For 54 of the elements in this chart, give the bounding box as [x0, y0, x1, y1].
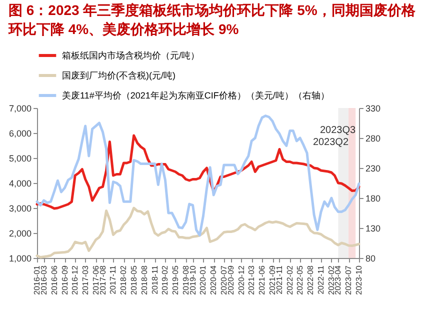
y2-tick-label: 80	[366, 254, 376, 264]
x-tick-label: 2020-12	[236, 264, 246, 295]
x-tick-label: 2017-11	[108, 264, 118, 294]
x-tick-label: 2022-08	[306, 264, 316, 295]
x-tick-label: 2021-09	[268, 264, 278, 295]
y-tick-label: 7,000	[8, 104, 32, 114]
chart-title: 图 6：2023 年三季度箱板纸市场均价环比下降 5%，同期国废价格环比下降 4%、美废价格环比增长 9%	[7, 2, 416, 37]
y-tick-label: 2,000	[8, 228, 32, 238]
y2-tick-label: 280	[366, 134, 381, 144]
legend-label: 美废11#平均价（2021年起为东南亚CIF价格）（美元/吨）（右轴）	[62, 90, 330, 100]
x-tick-label: 2022-02	[285, 264, 294, 295]
x-tick-label: 2020-09	[226, 264, 236, 295]
y2-tick-label: 130	[366, 224, 381, 234]
x-tick-label: 2019-10	[188, 264, 198, 295]
band-label: 2023Q2	[312, 137, 349, 148]
line-series	[36, 114, 360, 236]
y2-tick-label: 330	[366, 104, 381, 114]
x-tick-label: 2019-08	[181, 264, 190, 295]
y-tick-label: 6,000	[8, 128, 32, 138]
y-tick-label: 1,000	[8, 254, 32, 264]
legend-label: 国废到厂均价(不含税)(元/吨)	[62, 70, 176, 80]
x-tick-label: 2018-02	[119, 264, 128, 295]
x-tick-label: 2023-10	[354, 264, 364, 295]
x-tick-label: 2020-01	[198, 264, 208, 295]
y-tick-label: 5,000	[8, 154, 32, 164]
x-tick-label: 2021-06	[258, 264, 267, 295]
y-tick-label: 4,000	[8, 178, 32, 188]
y2-tick-label: 230	[366, 164, 381, 174]
y2-tick-label: 180	[366, 194, 381, 204]
x-tick-label: 2017-06	[91, 264, 100, 295]
x-tick-label: 2023-02	[326, 264, 336, 295]
legend-label: 箱板纸国内市场含税均价（元/吨）	[62, 50, 200, 60]
x-tick-label: 2016-12	[70, 264, 80, 295]
y-tick-label: 3,000	[8, 204, 32, 214]
x-tick-label: 2018-11	[150, 264, 160, 294]
x-tick-label: 2018-05	[129, 264, 138, 295]
x-tick-label: 2019-02	[160, 264, 170, 295]
x-tick-label: 2021-03	[247, 264, 256, 295]
x-tick-label: 2017-08	[98, 264, 108, 295]
x-tick-label: 2016-03	[39, 264, 48, 295]
band-label: 2023Q3	[320, 125, 356, 136]
x-tick-label: 2021-11	[274, 264, 284, 294]
x-tick-label: 2023-04	[334, 264, 343, 295]
x-tick-label: 2020-07	[219, 264, 228, 295]
x-tick-label: 2017-03	[80, 264, 90, 295]
x-tick-label: 2023-07	[344, 264, 354, 295]
x-tick-label: 2016-06	[50, 264, 59, 295]
x-tick-label: 2020-04	[209, 264, 218, 295]
x-tick-label: 2016-09	[60, 264, 70, 295]
x-tick-label: 2022-11	[316, 264, 326, 294]
x-tick-label: 2016-01	[32, 264, 42, 295]
x-tick-label: 2022-05	[296, 264, 305, 295]
x-tick-label: 2019-05	[170, 264, 180, 295]
x-tick-label: 2018-08	[140, 264, 149, 295]
